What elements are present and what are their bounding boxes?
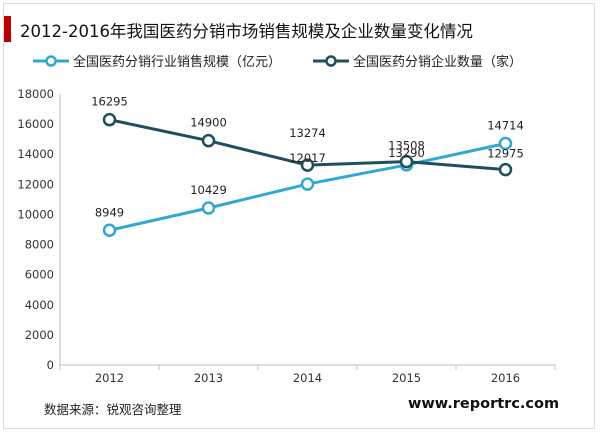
series-1-data-label: 13290 (388, 146, 425, 160)
x-tick-label: 2014 (293, 371, 322, 385)
y-tick-label: 4000 (25, 298, 54, 312)
chart-title: 2012-2016年我国医药分销市场销售规模及企业数量变化情况 (20, 22, 473, 41)
x-tick-label: 2015 (392, 371, 421, 385)
legend-swatch-marker (45, 55, 57, 67)
series-2-data-label: 13508 (388, 139, 425, 153)
series-2-point (399, 154, 414, 169)
series-2-data-label: 12975 (487, 147, 524, 161)
series-2-point (102, 112, 117, 127)
series-2-data-label: 14900 (190, 116, 227, 130)
series-2-data-label: 13274 (289, 126, 326, 140)
series-2-point (498, 162, 513, 177)
y-tick-label: 14000 (17, 147, 54, 161)
series-1-data-label: 8949 (95, 205, 124, 219)
chart-frame: 2012-2016年我国医药分销市场销售规模及企业数量变化情况 (3, 3, 595, 429)
x-tick-label: 2013 (194, 371, 223, 385)
y-tick-label: 0 (47, 358, 54, 372)
x-tick-label: 2016 (491, 371, 520, 385)
y-tick-label: 18000 (17, 87, 54, 101)
series-1-data-label: 12017 (289, 151, 326, 165)
series-1-data-label: 14714 (487, 118, 524, 132)
series-2-data-label: 16295 (91, 95, 128, 109)
legend-label: 全国医药分销企业数量（家） (353, 54, 522, 70)
x-tick-label: 2012 (95, 371, 124, 385)
y-tick-label: 12000 (17, 177, 54, 191)
y-tick-label: 6000 (25, 268, 54, 282)
title-accent-bar (4, 16, 11, 42)
series-1-point (102, 223, 117, 238)
legend-label: 全国医药分销行业销售规模（亿元） (73, 54, 281, 70)
data-source-note: 数据来源：锐观咨询整理 (44, 402, 182, 417)
series-2-point (300, 158, 315, 172)
y-tick-label: 8000 (25, 238, 54, 252)
y-tick-label: 10000 (17, 207, 54, 221)
series-1-point (300, 177, 315, 191)
y-tick-label: 2000 (25, 328, 54, 342)
series-2-point (201, 133, 216, 148)
series-1-data-label: 10429 (190, 183, 227, 197)
legend-swatch-marker (325, 55, 337, 67)
series-1-point (498, 136, 513, 151)
y-tick-label: 16000 (17, 117, 54, 131)
series-1-point (201, 201, 216, 215)
website-watermark: www.reportrc.com (408, 396, 560, 412)
